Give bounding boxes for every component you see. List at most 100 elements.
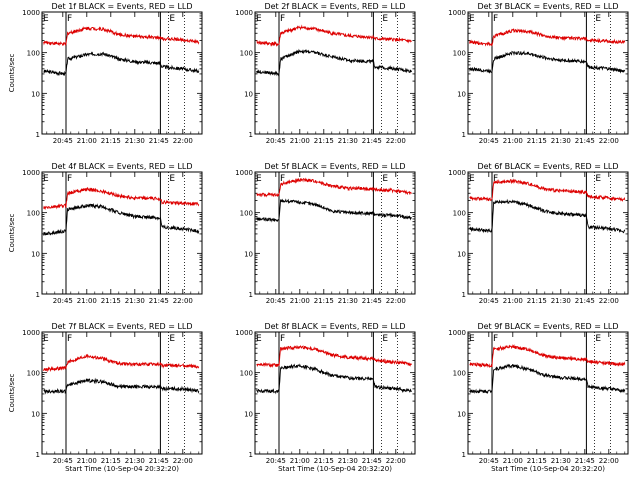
y-tick-label: 1 <box>249 291 253 299</box>
panel-title: Det 1f BLACK = Events, RED = LLD <box>51 2 192 11</box>
y-tick-label: 1000 <box>22 329 40 337</box>
marker-label: E <box>469 14 475 24</box>
marker-label: E <box>43 14 49 24</box>
panel-det-1: Det 1f BLACK = Events, RED = LLD 1 10 100 10… <box>8 2 203 145</box>
series-line-events <box>43 377 200 395</box>
marker-label: E <box>595 334 601 344</box>
x-tick-label: 21:30 <box>125 457 145 465</box>
panel-det-9: Det 9f BLACK = Events, RED = LLD 1 10 100 10… <box>448 322 629 473</box>
x-tick-label: 21:15 <box>314 297 334 305</box>
y-tick-label: 1000 <box>235 169 253 177</box>
x-tick-label: 21:00 <box>503 297 523 305</box>
x-tick-label: 20:45 <box>266 457 286 465</box>
panel-title: Det 3f BLACK = Events, RED = LLD <box>477 2 618 11</box>
panel-det-4: Det 4f BLACK = Events, RED = LLD 1 10 100 10… <box>8 162 203 305</box>
x-tick-label: 21:00 <box>77 137 97 145</box>
x-tick-label: 21:00 <box>503 137 523 145</box>
x-tick-label: 21:15 <box>314 137 334 145</box>
marker-label: E <box>43 174 49 184</box>
y-tick-label: 100 <box>240 210 253 218</box>
marker-label: E <box>382 174 388 184</box>
panel-title: Det 9f BLACK = Events, RED = LLD <box>477 322 618 331</box>
marker-label: E <box>595 14 601 24</box>
x-tick-label: 21:45 <box>149 457 169 465</box>
marker-label: F <box>67 14 72 24</box>
y-tick-label: 100 <box>240 370 253 378</box>
plot-frame <box>254 331 416 455</box>
series-line-events <box>43 202 200 236</box>
series-line-events <box>43 51 200 77</box>
y-tick-label: 1 <box>249 131 253 139</box>
x-tick-label: 21:15 <box>527 457 547 465</box>
x-tick-label: 21:45 <box>575 137 595 145</box>
x-tick-label: 21:45 <box>362 137 382 145</box>
y-tick-label: 1000 <box>22 9 40 17</box>
x-tick-label: 21:30 <box>551 137 571 145</box>
panel-det-6: Det 6f BLACK = Events, RED = LLD 1 10 100 10… <box>448 162 629 305</box>
series-line-lld <box>43 26 200 47</box>
marker-label: F <box>280 174 285 184</box>
y-tick-label: 10 <box>457 90 466 98</box>
x-tick-label: 22:00 <box>386 297 406 305</box>
x-tick-label: 22:00 <box>386 457 406 465</box>
plot-frame <box>467 171 629 295</box>
plot-frame <box>467 11 629 135</box>
x-tick-label: 20:45 <box>53 457 73 465</box>
x-tick-label: 20:45 <box>266 297 286 305</box>
panel-title: Det 5f BLACK = Events, RED = LLD <box>264 162 405 171</box>
x-tick-label: 21:00 <box>290 457 310 465</box>
panel-det-7: Det 7f BLACK = Events, RED = LLD 1 10 100 10… <box>8 322 203 473</box>
marker-label: F <box>67 174 72 184</box>
marker-label: E <box>256 174 262 184</box>
y-tick-label: 10 <box>31 410 40 418</box>
y-tick-label: 1 <box>462 451 466 459</box>
marker-label: E <box>595 174 601 184</box>
x-tick-label: 21:30 <box>125 137 145 145</box>
marker-label: F <box>280 14 285 24</box>
panel-det-5: Det 5f BLACK = Events, RED = LLD 1 10 100 10… <box>235 162 416 305</box>
panel-det-8: Det 8f BLACK = Events, RED = LLD 1 10 100 10… <box>235 322 416 473</box>
x-tick-label: 21:00 <box>290 137 310 145</box>
y-tick-label: 10 <box>457 410 466 418</box>
x-tick-label: 21:30 <box>338 297 358 305</box>
x-tick-label: 21:00 <box>290 297 310 305</box>
marker-label: E <box>382 334 388 344</box>
y-tick-label: 10 <box>457 250 466 258</box>
x-tick-label: 20:45 <box>53 297 73 305</box>
plot-frame <box>467 331 629 455</box>
x-tick-label: 21:00 <box>77 297 97 305</box>
x-tick-label: 21:00 <box>77 457 97 465</box>
marker-label: F <box>493 174 498 184</box>
y-tick-label: 1000 <box>448 9 466 17</box>
marker-label: F <box>67 334 72 344</box>
marker-label: E <box>169 174 175 184</box>
marker-label: E <box>382 14 388 24</box>
y-tick-label: 10 <box>31 90 40 98</box>
series-line-lld <box>256 177 413 198</box>
y-tick-label: 100 <box>27 370 40 378</box>
plot-frame <box>254 171 416 295</box>
marker-label: E <box>256 334 262 344</box>
series-line-lld <box>256 24 412 47</box>
x-axis-label: Start Time (10-Sep-04 20:32:20) <box>278 465 392 473</box>
x-tick-label: 21:45 <box>362 457 382 465</box>
x-tick-label: 21:15 <box>314 457 334 465</box>
y-tick-label: 10 <box>244 250 253 258</box>
x-axis-label: Start Time (10-Sep-04 20:32:20) <box>65 465 179 473</box>
y-tick-label: 10 <box>244 410 253 418</box>
marker-label: E <box>256 14 262 24</box>
x-tick-label: 21:15 <box>101 297 121 305</box>
marker-label: F <box>493 14 498 24</box>
y-axis-label: Counts/sec <box>8 214 16 253</box>
y-tick-label: 1 <box>36 131 40 139</box>
plot-frame <box>41 331 203 455</box>
x-tick-label: 22:00 <box>599 297 619 305</box>
y-tick-label: 100 <box>453 370 466 378</box>
x-tick-label: 21:30 <box>551 457 571 465</box>
marker-label: F <box>280 334 285 344</box>
x-tick-label: 20:45 <box>53 137 73 145</box>
marker-label: E <box>169 334 175 344</box>
marker-label: F <box>493 334 498 344</box>
y-tick-label: 1000 <box>22 169 40 177</box>
y-tick-label: 100 <box>27 210 40 218</box>
